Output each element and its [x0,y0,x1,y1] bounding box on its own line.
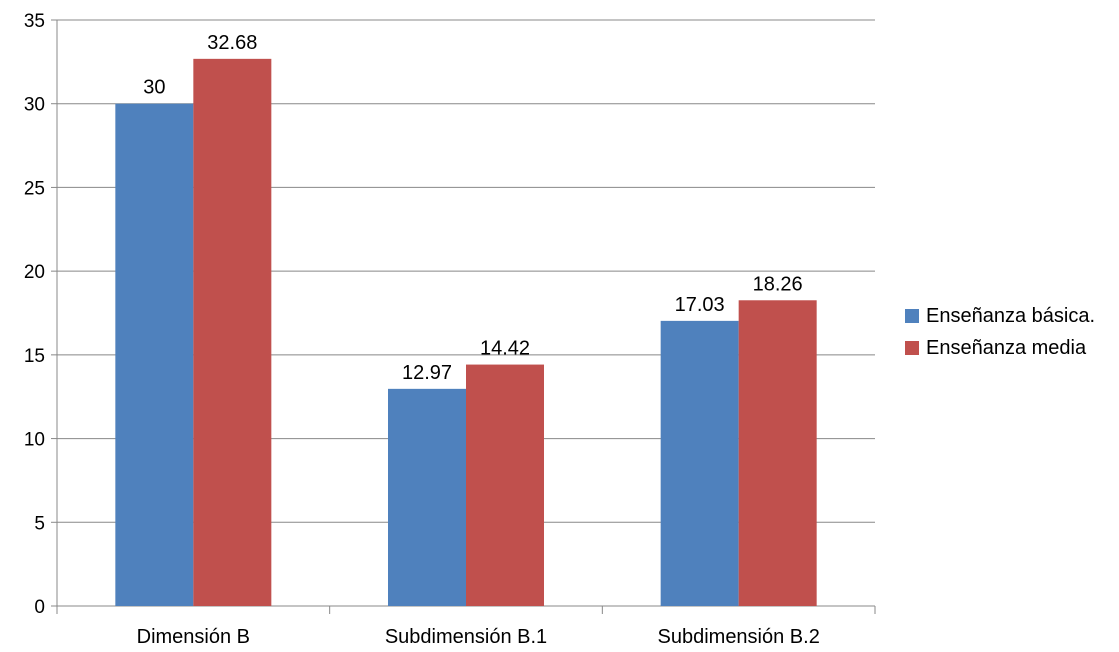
legend-label-media: Enseñanza media [926,336,1087,359]
y-tick-label: 20 [24,262,45,283]
bars [115,58,817,606]
legend-label-basica: Enseñanza básica. [926,304,1096,327]
y-tick-label: 15 [24,346,45,367]
bar-media [466,364,544,606]
y-tick-label: 35 [24,11,45,32]
bar-media [193,58,272,606]
data-label: 12.97 [402,362,452,384]
data-label: 30 [143,77,165,99]
x-category-label: Subdimensión B.2 [658,626,820,648]
y-tick-label: 10 [24,430,45,451]
data-label: 14.42 [480,338,530,360]
bar-basica [660,320,739,606]
x-category-label: Dimensión B [137,626,250,648]
y-tick-label: 5 [34,513,45,534]
data-label: 32.68 [207,32,257,54]
x-category-label: Subdimensión B.1 [385,626,547,648]
bar-basica [115,103,194,606]
data-label: 17.03 [675,294,725,316]
y-tick-label: 0 [34,597,45,618]
labels: 0 5 10 15 20 25 30 35 30 32.68 Dimensión B 12.97 14.… [24,11,820,648]
bar-basica [388,388,466,606]
legend-swatch-basica [905,309,919,323]
y-tick-label: 30 [24,95,45,116]
legend-item-basica: Enseñanza básica. [905,300,1095,332]
y-tick-label: 25 [24,178,45,199]
legend: Enseñanza básica. Enseñanza media [905,300,1095,364]
legend-swatch-media [905,341,919,355]
data-label: 18.26 [753,273,803,295]
legend-item-media: Enseñanza media [905,332,1095,364]
bar-media [738,300,817,606]
